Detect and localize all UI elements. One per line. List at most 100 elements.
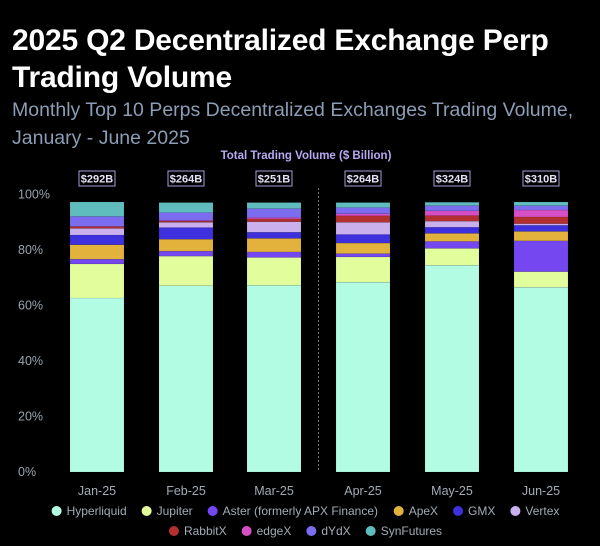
- bar-segment-jupiter: [246, 257, 302, 286]
- bar-segment-aster-formerly-apx-finance-: [69, 258, 125, 265]
- bar-segment-hyperliquid: [513, 286, 569, 473]
- total-volume-box: [78, 170, 116, 187]
- x-tick-label: May-25: [431, 484, 473, 498]
- bar-segment-dydx: [246, 208, 302, 218]
- bar-segment-dydx: [69, 216, 125, 227]
- bar-segment-gmx: [246, 231, 302, 239]
- bar-segment-gmx: [513, 225, 569, 232]
- bar-segment-apex: [158, 238, 214, 252]
- total-volume-value: $292B: [81, 174, 113, 186]
- bar-segment-rabbitx: [69, 226, 125, 229]
- bar-segment-hyperliquid: [69, 297, 125, 473]
- bar-segment-dydx: [335, 207, 391, 214]
- x-tick-label: Mar-25: [254, 484, 294, 498]
- bar-segment-synfutures: [246, 202, 302, 209]
- bar-segment-apex: [69, 244, 125, 260]
- bar-segment-hyperliquid: [424, 265, 480, 473]
- bar-segment-synfutures: [424, 202, 480, 206]
- bar-segment-rabbitx: [246, 218, 302, 222]
- legend-label: Vertex: [525, 504, 559, 518]
- total-volume-value: $264B: [347, 174, 379, 186]
- bar-segment-gmx: [335, 234, 391, 244]
- bar-segment-aster-formerly-apx-finance-: [424, 241, 480, 249]
- bar-segment-aster-formerly-apx-finance-: [158, 250, 214, 257]
- legend-label: Hyperliquid: [67, 504, 127, 518]
- legend-label: Jupiter: [157, 504, 193, 518]
- legend-label: RabbitX: [184, 524, 227, 538]
- total-volume-value: $310B: [525, 174, 557, 186]
- bar-segment-synfutures: [158, 202, 214, 213]
- bar-segment-vertex: [158, 222, 214, 228]
- bar-segment-synfutures: [335, 202, 391, 208]
- bar-segment-vertex: [335, 222, 391, 235]
- bar-segment-aster-formerly-apx-finance-: [246, 251, 302, 258]
- y-tick-label: 20%: [18, 410, 43, 424]
- bar-segment-dydx: [513, 205, 569, 211]
- legend-marker-dydx: [306, 526, 317, 536]
- total-volume-box: [433, 170, 471, 187]
- legend-marker-hyperliquid: [51, 506, 62, 516]
- bar-segment-hyperliquid: [335, 281, 391, 473]
- legend-marker-jupiter: [141, 506, 152, 516]
- legend-marker-edgex: [241, 526, 252, 536]
- total-volume-box: [255, 170, 293, 187]
- total-volume-box: [522, 170, 560, 187]
- legend-label: SynFutures: [381, 524, 442, 538]
- bar-segment-gmx: [158, 227, 214, 240]
- legend-label: dYdX: [321, 524, 350, 538]
- x-tick-label: Apr-25: [344, 484, 382, 498]
- bar-segment-dydx: [424, 205, 480, 212]
- bar-segment-apex: [246, 238, 302, 253]
- y-tick-label: 80%: [18, 243, 43, 257]
- bar-segment-edgex: [424, 210, 480, 216]
- legend-marker-aster-formerly-apx-finance-: [207, 506, 218, 516]
- legend-marker-rabbitx: [168, 526, 179, 536]
- bar-segment-dydx: [158, 212, 214, 221]
- bar-segment-jupiter: [69, 263, 125, 299]
- total-volume-value: $264B: [170, 174, 202, 186]
- total-volume-value: $251B: [258, 174, 290, 186]
- bar-segment-synfutures: [69, 201, 125, 217]
- total-volume-box: [167, 170, 205, 187]
- bar-segment-hyperliquid: [158, 285, 214, 473]
- y-tick-label: 60%: [18, 299, 43, 313]
- bar-segment-aster-formerly-apx-finance-: [513, 240, 569, 272]
- x-tick-label: Jan-25: [78, 484, 116, 498]
- bar-segment-hyperliquid: [246, 284, 302, 473]
- bar-segment-jupiter: [424, 248, 480, 266]
- x-tick-label: Feb-25: [166, 484, 206, 498]
- bar-segment-jupiter: [335, 256, 391, 283]
- x-tick-label: Jun-25: [522, 484, 560, 498]
- bar-segment-vertex: [424, 220, 480, 228]
- legend-marker-synfutures: [365, 526, 376, 536]
- y-tick-label: 100%: [18, 188, 50, 202]
- total-volume-value: $324B: [436, 174, 468, 186]
- legend-label: Aster (formerly APX Finance): [223, 504, 378, 518]
- bar-segment-edgex: [335, 213, 391, 217]
- bar-segment-apex: [335, 242, 391, 254]
- bar-segment-aster-formerly-apx-finance-: [335, 253, 391, 258]
- total-volume-box: [344, 170, 382, 187]
- y-tick-label: 0%: [18, 465, 36, 479]
- bar-segment-rabbitx: [335, 215, 391, 223]
- bar-segment-vertex: [69, 228, 125, 236]
- bar-segment-gmx: [424, 226, 480, 234]
- bar-segment-jupiter: [513, 271, 569, 288]
- legend-label: ApeX: [409, 504, 438, 518]
- bar-segment-rabbitx: [424, 215, 480, 222]
- bar-segment-gmx: [69, 234, 125, 245]
- total-volume-label: Total Trading Volume ($ Billion): [220, 150, 392, 162]
- bar-segment-rabbitx: [513, 216, 569, 224]
- bar-segment-edgex: [513, 209, 569, 218]
- legend-label: GMX: [468, 504, 495, 518]
- legend-marker-apex: [393, 506, 404, 516]
- legend-marker-gmx: [453, 506, 464, 516]
- bar-segment-apex: [424, 233, 480, 242]
- bar-segment-vertex: [246, 221, 302, 233]
- chart-title: 2025 Q2 Decentralized Exchange Perp Trad…: [12, 24, 549, 94]
- bar-segment-jupiter: [158, 255, 214, 287]
- y-tick-label: 40%: [18, 354, 43, 368]
- chart-subtitle: Monthly Top 10 Perps Decentralized Excha…: [12, 99, 574, 149]
- bar-segment-apex: [513, 231, 569, 242]
- bar-segment-synfutures: [513, 201, 569, 206]
